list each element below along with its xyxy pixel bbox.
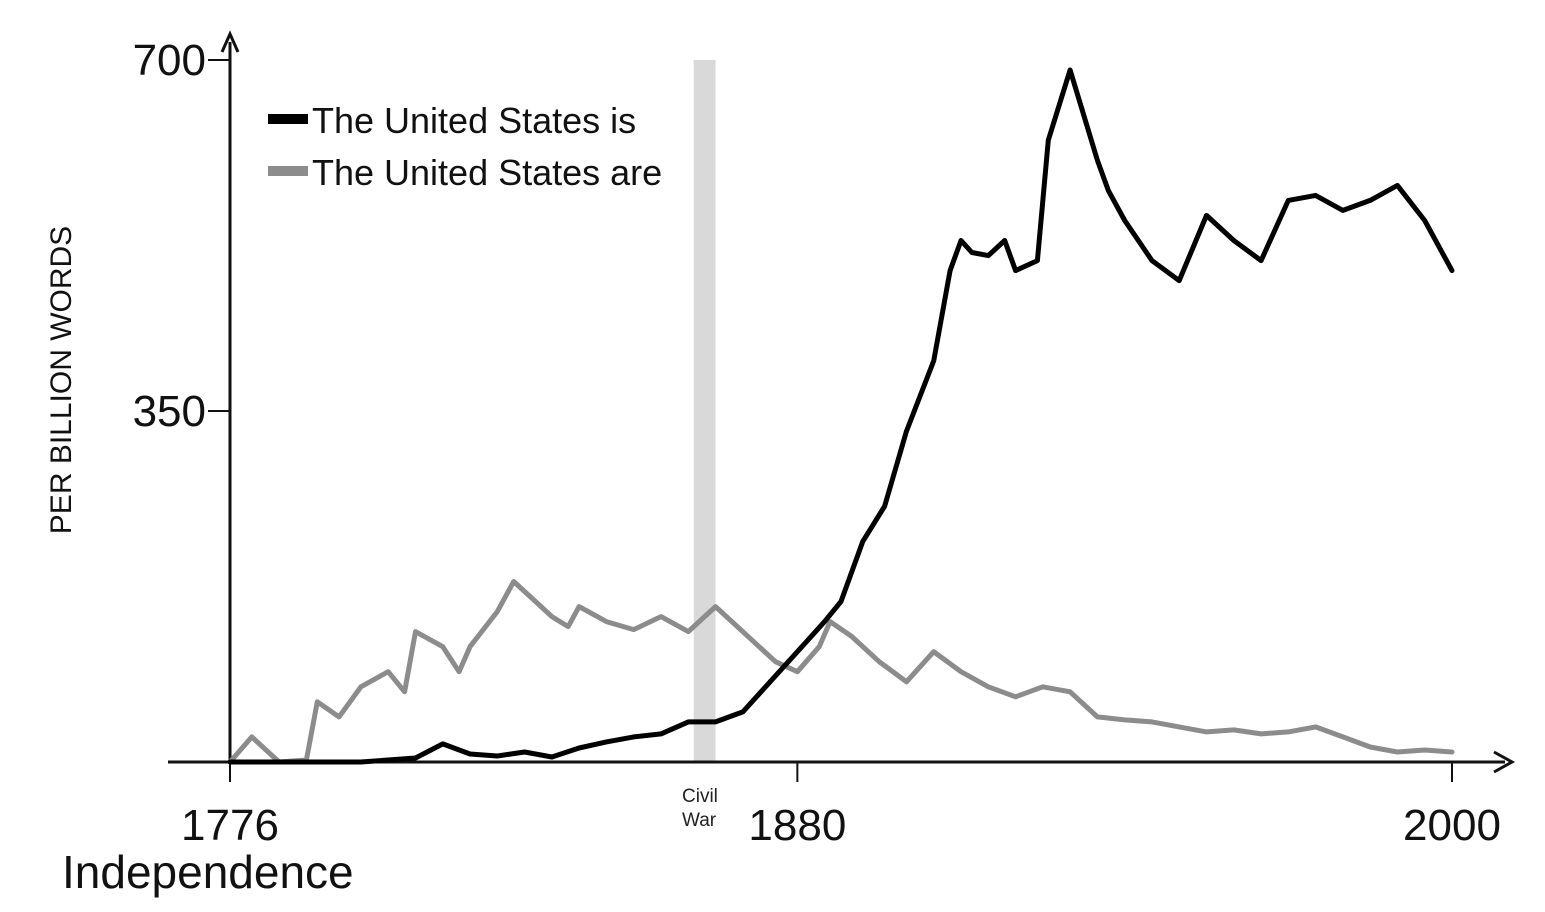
annotation-civil-war-line2: War [682, 810, 717, 831]
x-tick-label: 2000 [1403, 801, 1501, 850]
legend-label-are: The United States are [312, 152, 662, 193]
axes [168, 30, 1516, 774]
legend-item-is: The United States is [268, 100, 636, 141]
legend: The United States is The United States a… [268, 100, 662, 193]
legend-item-are: The United States are [268, 152, 662, 193]
series-line-are [227, 579, 1455, 765]
annotation-independence: Independence [62, 846, 354, 898]
legend-swatch-are [268, 166, 308, 176]
series-line-is [227, 67, 1455, 765]
civil-war-band [693, 60, 716, 762]
x-tick-label: 1776 [181, 801, 279, 850]
y-ticks: 350 700 [133, 36, 230, 436]
annotation-civil-war-line1: Civil [682, 786, 718, 807]
y-tick-label: 700 [133, 36, 206, 85]
y-axis-label: PER BILLION WORDS [45, 226, 78, 534]
y-axis-arrow [220, 30, 240, 53]
legend-label-is: The United States is [312, 100, 636, 141]
x-ticks: 1776 1880 2000 [181, 762, 1501, 850]
series-layer [227, 67, 1455, 765]
x-axis-arrow [1493, 750, 1516, 774]
x-tick-label: 1880 [748, 801, 846, 850]
legend-swatch-is [268, 114, 308, 124]
y-tick-label: 350 [133, 387, 206, 436]
